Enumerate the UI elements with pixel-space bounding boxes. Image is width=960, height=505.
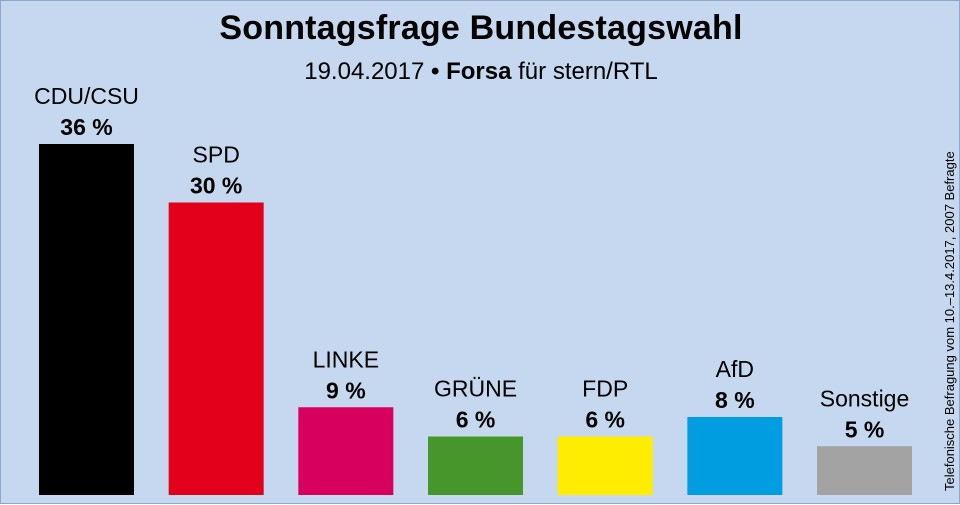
bar-fdp (557, 436, 653, 495)
bar-spd (168, 202, 264, 495)
bar-cdu-csu (39, 144, 134, 495)
category-label-sonstige: Sonstige (820, 385, 910, 411)
subtitle-pollster: Forsa (446, 58, 512, 85)
value-label-gruene: 6 % (456, 407, 496, 433)
subtitle-client: für stern/RTL (518, 58, 658, 85)
category-label-gruene: GRÜNE (434, 376, 517, 402)
category-label-fdp: FDP (582, 376, 628, 402)
chart-title: Sonntagsfrage Bundestagswahl (219, 9, 743, 47)
subtitle-bullet: • (431, 58, 440, 85)
value-label-sonstige: 5 % (845, 416, 885, 442)
bar-afd (687, 417, 783, 495)
value-label-linke: 9 % (326, 377, 366, 403)
bar-linke (298, 407, 394, 495)
value-label-spd: 30 % (190, 173, 242, 199)
bar-sonstige (817, 446, 913, 495)
category-label-afd: AfD (716, 356, 754, 382)
category-label-cdu-csu: CDU/CSU (34, 83, 139, 109)
bar-gruene (428, 436, 524, 495)
value-label-afd: 8 % (715, 387, 755, 413)
subtitle-date: 19.04.2017 (304, 58, 425, 85)
category-label-linke: LINKE (313, 346, 379, 372)
value-label-cdu-csu: 36 % (60, 114, 112, 140)
chart-subtitle: 19.04.2017 • Forsa für stern/RTL (1, 58, 960, 86)
category-label-spd: SPD (193, 142, 240, 168)
value-label-fdp: 6 % (585, 407, 625, 433)
